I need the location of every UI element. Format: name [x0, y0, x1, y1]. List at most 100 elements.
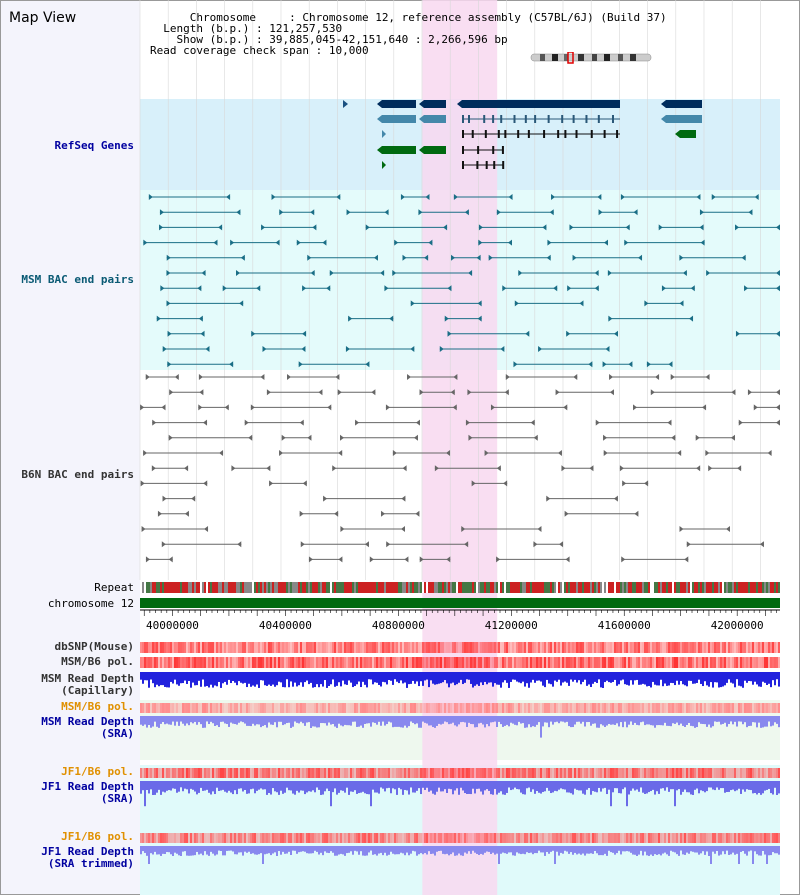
jf1-pol-cell — [528, 768, 530, 778]
jf1-trim-depth-bar — [538, 846, 540, 851]
msm-depth-capillary-label[interactable]: MSM Read Depth — [41, 672, 134, 685]
jf1-depth-bar — [410, 781, 412, 788]
jf1-trim-depth-bar — [154, 846, 156, 852]
jf1-trim-depth-label[interactable]: JF1 Read Depth — [41, 845, 134, 858]
jf1-b6-pol-trim-label[interactable]: JF1/B6 pol. — [61, 830, 134, 843]
jf1-trim-pol-cell — [328, 833, 330, 843]
msm-cap-depth-bar — [174, 672, 176, 680]
msm-sra-depth-bar — [660, 716, 662, 726]
jf1-trim-depth-bar — [500, 846, 502, 854]
msm-sra-depth-bar — [398, 716, 400, 727]
jf1-depth-bar — [718, 781, 720, 790]
jf1-pol-cell — [216, 768, 218, 778]
msm-pol-cell — [442, 657, 444, 668]
msm-bac-label[interactable]: MSM BAC end pairs — [21, 273, 134, 286]
jf1-depth-bar — [546, 781, 548, 788]
msm-sra-depth-bar — [180, 716, 182, 722]
msm-sra-depth-bar — [206, 716, 208, 722]
b6n-bac-pair-end — [589, 465, 594, 472]
msm-sra-depth-bar — [236, 716, 238, 725]
msm-depth-sra-label[interactable]: MSM Read Depth — [41, 715, 134, 728]
repeat-segment — [500, 582, 502, 593]
dbsnp-cell — [212, 642, 214, 653]
msm-sra-pol-cell — [778, 703, 780, 713]
repeat-segment — [578, 582, 580, 593]
jf1-trim-pol-cell — [192, 833, 194, 843]
msm-sra-depth-bar — [540, 716, 542, 738]
jf1-trim-pol-cell — [378, 833, 380, 843]
msm-sra-pol-cell — [254, 703, 256, 713]
msm-b6-pol-label[interactable]: MSM/B6 pol. — [61, 655, 134, 668]
chromosome-ideogram[interactable] — [530, 52, 654, 64]
dbsnp-cell — [452, 642, 454, 653]
jf1-depth-bar — [758, 781, 760, 793]
repeat-segment — [312, 582, 314, 593]
msm-cap-depth-bar — [170, 672, 172, 682]
jf1-trim-pol-cell — [566, 833, 568, 843]
msm-cap-depth-bar — [596, 672, 598, 684]
repeat-segment — [508, 582, 510, 593]
dbsnp-cell — [662, 642, 664, 653]
gene-exon — [616, 130, 619, 138]
msm-pol-cell — [560, 657, 562, 668]
repeat-segment — [646, 582, 648, 593]
jf1-trim-pol-cell — [270, 833, 272, 843]
msm-sra-pol-cell — [710, 703, 712, 713]
jf1-pol-cell — [516, 768, 518, 778]
repeat-segment — [738, 582, 740, 593]
msm-bac-pair-end — [682, 270, 687, 276]
jf1-trim-depth-bar — [764, 846, 766, 855]
msm-bac-pair-end — [166, 300, 171, 307]
dbsnp-cell — [284, 642, 286, 653]
b6n-bac-pair-end — [655, 374, 660, 380]
jf1-pol-cell — [744, 768, 746, 778]
jf1-b6-pol-label[interactable]: JF1/B6 pol. — [61, 765, 134, 778]
jf1-depth-label[interactable]: JF1 Read Depth — [41, 780, 134, 793]
b6n-bac-pair-end — [402, 465, 407, 472]
msm-bac-pair-end — [741, 254, 746, 261]
dbsnp-cell — [152, 642, 154, 653]
b6n-bac-pair-end — [450, 389, 455, 396]
jf1-trim-pol-cell — [624, 833, 626, 843]
jf1-trim-pol-cell — [688, 833, 690, 843]
repeat-segment — [260, 582, 262, 593]
jf1-pol-cell — [340, 768, 342, 778]
jf1-trim-depth-bar — [374, 846, 376, 855]
msm-cap-depth-bar — [192, 672, 194, 683]
jf1-depth-bar — [660, 781, 662, 789]
jf1-trim-depth-bar — [590, 846, 592, 854]
dbsnp-cell — [428, 642, 430, 653]
msm-sra-depth-bar — [378, 716, 380, 722]
jf1-trim-depth-bar — [290, 846, 292, 855]
b6n-bac-label[interactable]: B6N BAC end pairs — [21, 468, 134, 481]
jf1-depth-bar — [560, 781, 562, 789]
b6n-bac-pair-end — [595, 419, 600, 426]
msm-sra-depth-bar — [622, 716, 624, 728]
repeat-segment — [146, 582, 148, 593]
jf1-pol-cell — [636, 768, 638, 778]
jf1-depth-bar — [274, 781, 276, 792]
jf1-trim-depth-bar — [732, 846, 734, 853]
b6n-bac-pair-end — [269, 480, 274, 487]
msm-cap-depth-bar — [772, 672, 774, 681]
b6n-bac-pair-end — [287, 374, 292, 380]
msm-pol-cell — [752, 657, 754, 668]
refseq-genes-label[interactable]: RefSeq Genes — [54, 139, 134, 152]
msm-sra-depth-bar — [250, 716, 252, 727]
jf1-trim-depth-bar — [514, 846, 516, 856]
jf1-pol-cell — [200, 768, 202, 778]
repeat-segment — [690, 582, 692, 593]
dbsnp-cell — [706, 642, 708, 653]
jf1-trim-pol-cell — [760, 833, 762, 843]
msm-pol-cell — [530, 657, 532, 668]
msm-cap-depth-bar — [148, 672, 150, 688]
dbsnp-label[interactable]: dbSNP(Mouse) — [54, 640, 134, 653]
msm-b6-pol-sra-label[interactable]: MSM/B6 pol. — [61, 700, 134, 713]
msm-pol-cell — [570, 657, 572, 668]
jf1-depth-bar — [662, 781, 664, 789]
jf1-pol-cell — [270, 768, 272, 778]
dbsnp-cell — [700, 642, 702, 653]
jf1-trim-pol-cell — [242, 833, 244, 843]
jf1-trim-pol-cell — [738, 833, 740, 843]
